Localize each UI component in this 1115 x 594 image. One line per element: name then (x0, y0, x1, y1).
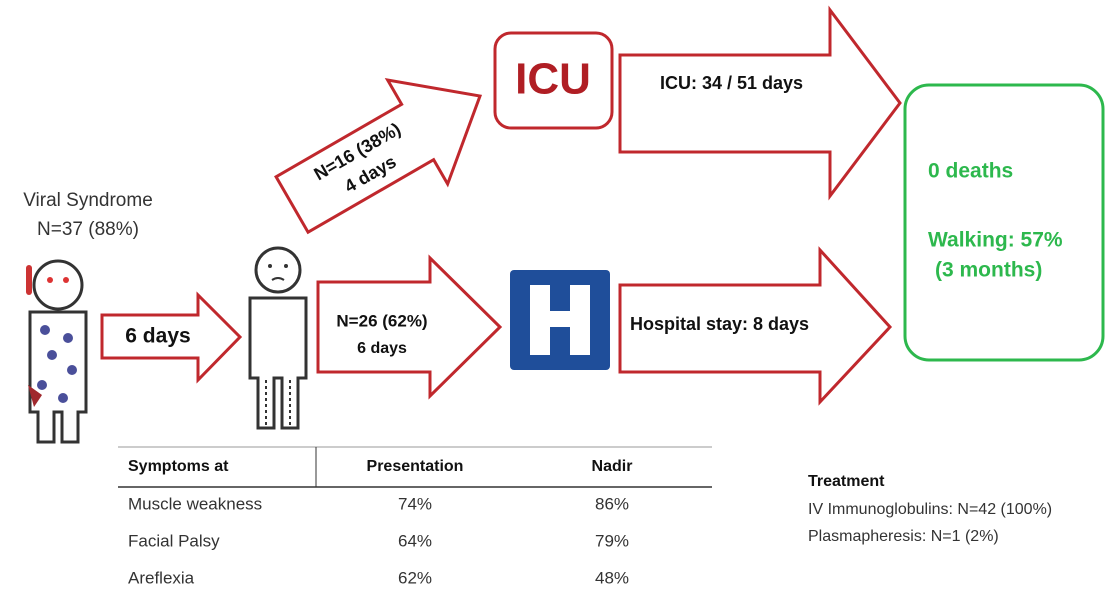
table-cell: 79% (595, 531, 629, 550)
table-cell: 62% (398, 568, 432, 587)
figure-title: Viral Syndrome (23, 190, 153, 211)
treatment-item: IV Immunoglobulins: N=42 (100%) (808, 501, 1052, 518)
table-header: Presentation (367, 458, 464, 475)
sick-figure (250, 248, 306, 428)
outcome-walking-time: (3 months) (935, 259, 1042, 282)
table-cell: 74% (398, 494, 432, 513)
table-header: Nadir (592, 458, 633, 475)
arrow-label: Hospital stay: 8 days (630, 314, 809, 334)
diagram: Viral Syndrome N=37 (88%) 6 days N=16 (3… (0, 0, 1115, 594)
arrow-label: 6 days (125, 325, 190, 348)
patient-figure (26, 261, 86, 442)
treatment-item: Plasmapheresis: N=1 (2%) (808, 528, 999, 545)
symptom-table: Symptoms at Presentation Nadir Muscle we… (118, 447, 712, 587)
table-cell: 64% (398, 531, 432, 550)
icu-label: ICU (515, 55, 591, 104)
arrow-label: ICU: 34 / 51 days (660, 73, 803, 93)
treatment-title: Treatment (808, 473, 885, 490)
table-header: Symptoms at (128, 458, 229, 475)
arrow-sublabel: 6 days (357, 340, 407, 357)
table-cell: 86% (595, 494, 629, 513)
table-cell: Areflexia (128, 568, 195, 587)
arrow (620, 10, 900, 196)
figure-count: N=37 (88%) (37, 219, 139, 240)
outcome-walking: Walking: 57% (928, 229, 1063, 252)
outcome-deaths: 0 deaths (928, 160, 1013, 183)
table-cell: 48% (595, 568, 629, 587)
arrow-label: N=26 (62%) (336, 311, 427, 330)
table-cell: Muscle weakness (128, 494, 262, 513)
arrow (262, 44, 510, 256)
outcome-box (905, 85, 1103, 360)
table-cell: Facial Palsy (128, 531, 220, 550)
